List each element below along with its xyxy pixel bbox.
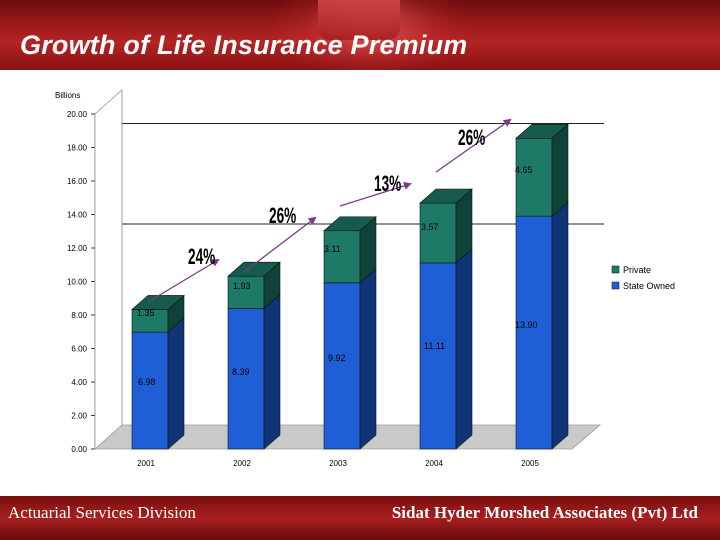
bar-side-2001-0 [167,317,185,450]
bar-state-owned-2004 [419,262,457,450]
chart-labels: 2001 2002 2003 2004 2005 6.98 8.39 9.92 11.11 13.… [137,165,539,468]
y-tick-label: 4.00 [71,378,87,387]
header-decoration [318,0,400,40]
data-label: 11.11 [424,341,445,351]
x-tick-label: 2002 [233,459,251,468]
growth-annotation: 24% [188,244,215,269]
header-banner: Growth of Life Insurance Premium [0,0,720,70]
bar-top-2003 [323,216,377,232]
legend-label: Private [623,265,651,275]
bar-state-owned-2003 [323,282,361,450]
footer-banner: Actuarial Services Division Sidat Hyder … [0,496,720,540]
data-label: 4.65 [515,165,533,175]
slide-title: Growth of Life Insurance Premium [20,30,468,60]
bar-top-2001 [131,295,185,310]
legend-swatch-private [611,265,620,274]
chart-side-wall [94,89,123,450]
bar-private-2004 [419,202,457,264]
data-label: 1.93 [233,281,251,291]
legend-label: State Owned [623,281,675,291]
y-axis-title: Billions [55,91,80,100]
y-tick-label: 10.00 [67,278,88,287]
data-label: 13.90 [515,320,538,330]
data-label: 6.98 [138,377,156,387]
bar-private-2002 [227,275,265,309]
data-label: 8.39 [232,367,250,377]
x-tick-label: 2004 [425,459,443,468]
bar-state-owned-2001 [131,331,169,450]
bar-side-2005-1 [551,123,569,217]
bar-side-2003-0 [359,268,377,450]
bar-top-2004 [419,188,473,204]
growth-arrow [147,258,220,303]
y-tick-label: 18.00 [67,144,88,153]
bar-top-2002 [227,261,281,277]
stacked-bar-chart: 0.00 2.00 4.00 6.00 8.00 10.00 12.00 14.00 16.00… [55,89,675,468]
growth-annotation: 26% [269,203,296,228]
x-tick-label: 2001 [137,459,155,468]
growth-arrow [339,181,412,207]
legend-swatch-state-owned [611,281,620,290]
y-tick-label: 8.00 [71,311,87,320]
growth-arrow [243,216,317,273]
footer-division: Actuarial Services Division [8,503,196,522]
bar-top-2005 [515,123,569,139]
chart-bars [131,123,569,450]
y-tick-label: 0.00 [71,445,87,454]
data-label: 3.57 [421,222,439,232]
data-label: 3.11 [324,244,341,254]
bar-state-owned-2005 [515,215,553,450]
y-tick-label: 16.00 [67,177,88,186]
bar-side-2004-0 [455,248,473,450]
y-tick-label: 14.00 [67,211,88,220]
growth-arrow [435,118,512,173]
bar-state-owned-2002 [227,308,265,450]
growth-annotation: 26% [458,125,485,150]
y-tick-label: 20.00 [67,110,88,119]
bar-side-2002-0 [263,293,281,450]
x-tick-label: 2003 [329,459,347,468]
chart-growth-arrows: 24% 26% 13% 26% [147,118,512,303]
y-tick-label: 2.00 [71,412,87,421]
footer-company: Sidat Hyder Morshed Associates (Pvt) Ltd [391,503,698,522]
x-tick-label: 2005 [521,459,539,468]
growth-annotation: 13% [374,171,401,196]
data-label: 9.92 [328,353,346,363]
chart-legend: Private State Owned [611,265,675,291]
bar-side-2005-0 [551,201,569,450]
bar-private-2003 [323,230,361,284]
bar-private-2005 [515,137,553,217]
y-tick-label: 6.00 [71,345,87,354]
y-tick-label: 12.00 [67,244,88,253]
data-label: 1.35 [137,308,155,318]
